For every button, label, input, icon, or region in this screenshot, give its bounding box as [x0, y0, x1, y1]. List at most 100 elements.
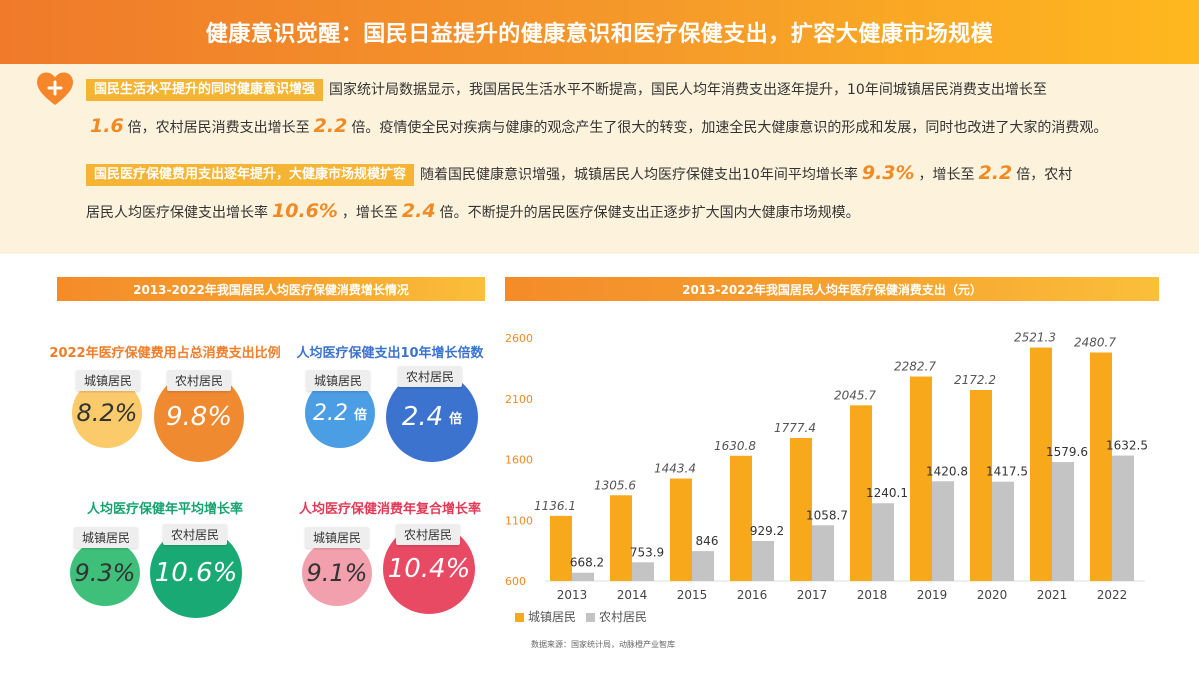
urban-bar	[610, 495, 632, 581]
urban-bar	[850, 405, 872, 581]
bar-chart-svg: 600 1100 1600 2100 2600 1136.1 668.2 2013 1305.6…	[505, 331, 1148, 602]
legend-label: 农村居民	[599, 610, 648, 624]
x-tick-label: 2018	[857, 588, 888, 602]
rural-label: 农村居民	[396, 524, 461, 545]
stat-title-consumption-share: 2022年医疗保健费用占总消费支出比例	[49, 346, 281, 361]
urban-bar	[970, 389, 992, 581]
data-label: 929.2	[750, 524, 784, 538]
urban-bar	[730, 455, 752, 581]
x-tick-label: 2015	[677, 588, 708, 602]
urban-bar	[910, 376, 932, 581]
stat-title-growth-multiple: 人均医疗保健支出10年增长倍数	[296, 346, 484, 361]
urban-bar	[1030, 347, 1052, 581]
rural-bar	[692, 551, 714, 581]
data-label: 1579.6	[1046, 445, 1088, 459]
x-tick-label: 2019	[917, 588, 948, 602]
data-label: 1136.1	[534, 499, 576, 513]
highlight-number: 2.2	[978, 162, 1013, 184]
data-label: 2045.7	[834, 388, 876, 402]
intro-text: 随着国民健康意识增强，城镇居民人均医疗保健支出10年间平均增长率	[420, 167, 858, 183]
y-tick-label: 1600	[505, 454, 533, 467]
bar-chart: 600 1100 1600 2100 2600 1136.1 668.2 2013 1305.6…	[505, 318, 1159, 628]
urban-bar	[1090, 352, 1112, 581]
intro-text: 国家统计局数据显示，我国居民生活水平不断提高，国民人均年消费支出逐年提升，10年…	[329, 82, 1047, 98]
data-label: 1058.7	[806, 508, 848, 522]
urban-stat-circle: 9.3%	[70, 540, 140, 606]
data-label: 1305.6	[594, 478, 636, 492]
urban-bar	[550, 515, 572, 581]
legend-swatch	[515, 613, 524, 622]
intro-tag-2: 国民医疗保健费用支出逐年提升，大健康市场规模扩容	[86, 164, 415, 186]
data-label: 2172.2	[954, 373, 996, 387]
rural-stat-value: 9.8%	[165, 402, 233, 432]
data-label: 1240.1	[866, 486, 908, 500]
data-label: 753.9	[630, 545, 664, 559]
intro-text: 倍，农村居民消费支出增长至	[127, 120, 310, 136]
section-header-left: 2013-2022年我国居民人均医疗保健消费增长情况	[57, 277, 485, 301]
data-label: 1420.8	[926, 464, 968, 478]
stat-title-cagr: 人均医疗保健消费年复合增长率	[298, 502, 481, 517]
rural-label: 农村居民	[398, 366, 463, 387]
highlight-number: 2.2	[313, 115, 348, 137]
rural-bar	[632, 562, 654, 581]
times-unit: 倍	[353, 407, 367, 423]
rural-bar	[992, 481, 1014, 581]
rural-stat-value: 10.6%	[154, 558, 238, 588]
intro-text: ，增长至	[341, 205, 398, 221]
heart-plus-icon	[37, 72, 73, 105]
rural-label: 农村居民	[167, 370, 232, 391]
data-label: 1417.5	[986, 465, 1028, 479]
highlight-number: 1.6	[90, 115, 124, 137]
stat-title-avg-growth: 人均医疗保健年平均增长率	[86, 502, 243, 517]
page-title: 健康意识觉醒：国民日益提升的健康意识和医疗保健支出，扩容大健康市场规模	[205, 22, 994, 47]
rural-stat-value: 2.4	[401, 402, 444, 432]
highlight-number: 9.3%	[861, 162, 915, 184]
rural-bar	[1052, 461, 1074, 581]
urban-stat-value: 2.2	[312, 400, 348, 426]
intro-text: ，增长至	[918, 167, 975, 183]
x-tick-label: 2014	[617, 588, 648, 602]
highlight-number: 2.4	[401, 200, 436, 222]
y-tick-label: 2100	[505, 393, 533, 406]
intro-text: 倍。不断提升的居民医疗保健支出正逐步扩大国内大健康市场规模。	[439, 205, 860, 221]
x-tick-label: 2017	[797, 588, 828, 602]
rural-stat-circle: 2.4 倍	[386, 372, 478, 462]
urban-bar	[670, 478, 692, 581]
times-unit: 倍	[449, 411, 463, 427]
urban-bar	[790, 437, 812, 581]
legend-item-rural: 农村居民	[586, 608, 647, 625]
intro-text: 倍。疫情使全民对疾病与健康的观念产生了很大的转变，加速全民大健康意识的形成和发展…	[351, 120, 1108, 136]
intro-paragraph-2: 国民医疗保健费用支出逐年提升，大健康市场规模扩容 随着国民健康意识增强，城镇居民人…	[86, 155, 1176, 231]
x-tick-label: 2020	[977, 588, 1008, 602]
x-tick-label: 2013	[557, 588, 588, 602]
urban-stat-value: 8.2%	[76, 399, 138, 427]
data-source: 数据来源：国家统计局，动脉橙产业智库	[531, 640, 675, 649]
urban-label: 城镇居民	[76, 370, 141, 391]
data-label: 668.2	[570, 556, 604, 570]
x-tick-label: 2016	[737, 588, 768, 602]
rural-stat-value: 10.4%	[387, 554, 471, 584]
y-tick-label: 600	[505, 575, 526, 588]
data-label: 1443.4	[654, 462, 696, 476]
intro-paragraph-1: 国民生活水平提升的同时健康意识增强 国家统计局数据显示，我国居民生活水平不断提高，…	[86, 72, 1176, 146]
rural-bar	[752, 541, 774, 581]
urban-stat-circle: 9.1%	[302, 540, 372, 606]
intro-tag-1: 国民生活水平提升的同时健康意识增强	[86, 79, 324, 101]
data-label: 2282.7	[894, 360, 936, 374]
x-tick-label: 2022	[1097, 588, 1128, 602]
rural-bar	[572, 572, 594, 581]
section-header-right: 2013-2022年我国居民人均年医疗保健消费支出（元）	[505, 277, 1159, 301]
data-label: 1632.5	[1106, 439, 1148, 453]
data-label: 2480.7	[1074, 335, 1116, 349]
rural-bar	[932, 481, 954, 581]
y-tick-label: 2600	[505, 332, 533, 345]
intro-text: 倍，农村	[1016, 167, 1073, 183]
data-label: 846	[696, 534, 719, 548]
urban-stat-value: 9.1%	[306, 559, 368, 587]
chart-legend: 城镇居民 农村居民	[515, 608, 647, 625]
urban-label: 城镇居民	[74, 527, 139, 548]
data-label: 2521.3	[1014, 331, 1056, 345]
x-tick-label: 2021	[1037, 588, 1068, 602]
legend-label: 城镇居民	[528, 610, 577, 624]
